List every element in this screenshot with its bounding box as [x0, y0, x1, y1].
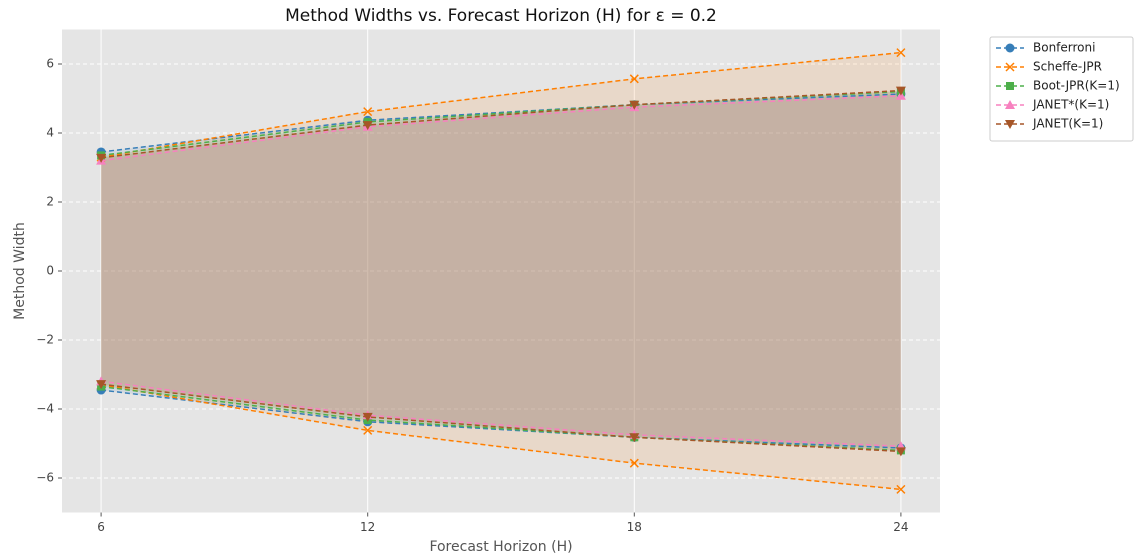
y-tick-label: −6 [36, 471, 54, 485]
marker [895, 447, 906, 457]
marker [629, 100, 640, 110]
chart-title: Method Widths vs. Forecast Horizon (H) f… [285, 6, 717, 26]
x-tick-label: 18 [627, 520, 642, 534]
marker [629, 458, 639, 468]
series-line [101, 93, 901, 153]
series-line [101, 90, 901, 157]
y-tick-label: −4 [36, 402, 54, 416]
marker [1005, 62, 1015, 72]
marker [96, 380, 107, 390]
marker [96, 153, 107, 163]
marker [629, 74, 639, 84]
marker [362, 412, 373, 422]
y-tick-label: 2 [46, 195, 54, 209]
band-fill [101, 52, 901, 490]
band-fill [101, 90, 901, 452]
legend-label: Bonferroni [1033, 41, 1095, 55]
marker [362, 121, 373, 131]
band-fill [101, 91, 901, 451]
marker [1005, 100, 1015, 109]
x-tick-label: 24 [893, 520, 908, 534]
series-line [101, 389, 901, 449]
y-tick-label: 6 [46, 57, 54, 71]
legend-label: JANET(K=1) [1032, 117, 1103, 131]
marker [1005, 43, 1015, 53]
marker [363, 425, 373, 435]
marker [1006, 82, 1014, 90]
legend-entry: JANET*(K=1) [996, 98, 1109, 112]
marker [896, 48, 906, 58]
legend-entry: JANET(K=1) [996, 117, 1103, 131]
legend-box [989, 36, 1134, 142]
y-tick-label: 4 [46, 126, 54, 140]
x-tick-label: 12 [360, 520, 375, 534]
legend-entry: Boot-JPR(K=1) [996, 79, 1120, 93]
y-tick-label: 0 [46, 264, 54, 278]
series-line [100, 51, 901, 158]
marker [896, 484, 906, 494]
series-line [101, 385, 901, 452]
y-tick-label: −2 [36, 333, 54, 347]
marker [363, 107, 373, 117]
band-fill [101, 95, 901, 447]
marker [895, 86, 906, 96]
legend-label: Scheffe-JPR [1033, 60, 1102, 74]
series-line [100, 384, 901, 491]
series-line [101, 383, 901, 453]
legend-label: JANET*(K=1) [1032, 98, 1109, 112]
y-axis-label: Method Width [12, 222, 28, 320]
legend-entry: Scheffe-JPR [996, 60, 1102, 74]
x-axis-label: Forecast Horizon (H) [429, 539, 572, 555]
series-line [101, 380, 901, 448]
legend: Bonferroni Scheffe-JPR Boot-JPR(K=1) JANET*… [989, 36, 1134, 142]
legend-label: Boot-JPR(K=1) [1033, 79, 1120, 93]
x-tick-label: 6 [97, 520, 105, 534]
marker [1005, 120, 1015, 129]
legend-entry: Bonferroni [996, 41, 1095, 55]
marker [629, 433, 640, 443]
series-line [101, 89, 901, 159]
series-line [101, 94, 901, 162]
band-fill [101, 94, 901, 448]
